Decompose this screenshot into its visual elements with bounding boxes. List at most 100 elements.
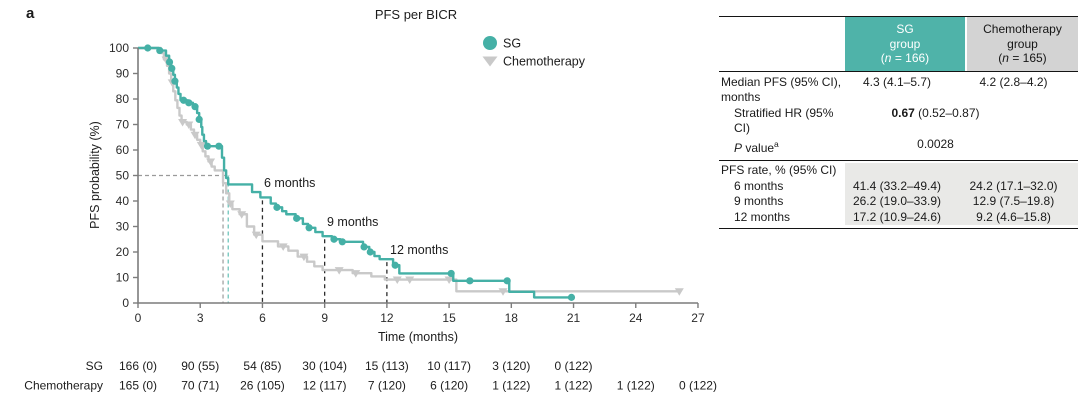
rate-6mo-sg-value: 41.4 (33.2–49.4) — [845, 178, 965, 194]
timepoint-label-9mo: 9 months — [327, 215, 378, 229]
stratified-hr-row: Stratified HR (95% CI) 0.67 (0.52–0.87) — [719, 106, 1078, 137]
y-tick-label: 90 — [116, 67, 130, 81]
chemo-censor-mark — [225, 200, 235, 209]
stratified-hr-value: 0.67 (0.52–0.87) — [891, 105, 980, 120]
sg-censor-mark — [305, 224, 313, 232]
at-risk-value: 90 (55) — [181, 359, 219, 373]
at-risk-value: 1 (122) — [492, 379, 530, 393]
sg-censor-mark — [503, 277, 511, 285]
y-tick-label: 40 — [116, 194, 130, 208]
pfs-rate-block: PFS rate, % (95% CI) 6 months 41.4 (33.2… — [719, 160, 1078, 228]
sg-censor-mark — [447, 269, 455, 278]
x-tick-label: 3 — [197, 311, 204, 325]
at-risk-value: 70 (71) — [181, 379, 219, 393]
timepoint-label-6mo: 6 months — [264, 176, 315, 190]
chemo-censor-mark — [178, 118, 188, 127]
chemo-censor-mark — [237, 211, 247, 219]
legend: SG Chemotherapy — [482, 36, 586, 69]
rate-9mo-label: 9 months — [734, 194, 784, 208]
sg-curve — [138, 46, 572, 299]
rate-12mo-chemo-value: 9.2 (4.6–15.8) — [965, 209, 1078, 225]
sg-censor-mark — [203, 142, 212, 150]
sg-censor-mark — [273, 203, 281, 211]
y-tick-label: 50 — [116, 169, 130, 183]
chemo-censor-mark — [206, 158, 216, 166]
chart-title: PFS per BICR — [375, 7, 457, 22]
x-tick-label: 24 — [629, 311, 643, 325]
chemo-censor-mark — [299, 253, 309, 262]
sg-censor-mark — [567, 293, 576, 301]
rate-6mo-label: 6 months — [734, 178, 784, 193]
at-risk-value: 165 (0) — [119, 379, 157, 393]
sg-header-line2: group — [889, 36, 921, 51]
panel-letter: a — [26, 5, 35, 22]
x-tick-label: 18 — [505, 311, 519, 325]
pfs-rate-label: PFS rate, % (95% CI) — [721, 163, 837, 177]
sg-censor-mark — [156, 46, 164, 55]
sg-censor-mark — [168, 64, 176, 72]
y-tick-label: 80 — [116, 92, 130, 106]
chemo-censor-mark — [351, 270, 361, 278]
sg-censor-mark — [144, 44, 152, 52]
chemo-censor-mark — [190, 131, 200, 140]
legend-sg-marker-icon — [483, 36, 497, 50]
x-tick-label: 21 — [567, 311, 581, 325]
at-risk-value: 0 (122) — [679, 379, 717, 393]
pfs-rate-9mo-row: 9 months 26.2 (19.0–33.9) 12.9 (7.5–19.8… — [719, 194, 1078, 210]
at-risk-value: 3 (120) — [492, 359, 530, 373]
at-risk-value: 54 (85) — [243, 359, 281, 373]
rate-9mo-chemo-value: 12.9 (7.5–19.8) — [965, 194, 1078, 210]
pfs-rate-header-row: PFS rate, % (95% CI) — [719, 163, 1078, 179]
chemo-censor-mark — [405, 276, 415, 285]
chemo-censor-mark — [184, 121, 194, 129]
sg-censor-mark — [330, 235, 338, 243]
x-tick-label: 0 — [135, 311, 142, 325]
rate-12mo-label: 12 months — [734, 209, 791, 224]
chemo-header-n: (n = 165) — [998, 51, 1047, 65]
x-tick-label: 27 — [691, 311, 705, 325]
chemo-censor-mark — [444, 276, 454, 285]
chemo-censor-mark — [196, 141, 206, 150]
legend-chemo-marker-icon — [482, 56, 498, 67]
x-tick-label: 6 — [259, 311, 266, 325]
sg-censor-mark — [466, 277, 474, 285]
x-tick-label: 15 — [442, 311, 456, 325]
chemo-censor-mark — [251, 231, 261, 240]
sg-censor-mark — [293, 214, 301, 222]
km-plot: 0 3 6 9 12 15 18 21 24 27 0 10 20 30 40 50 60 70 80 90 100 SG… — [24, 7, 717, 393]
sg-censor-mark — [165, 58, 174, 66]
y-tick-label: 0 — [122, 296, 129, 310]
x-axis-title: Time (months) — [378, 330, 458, 344]
at-risk-value: 10 (117) — [427, 359, 471, 373]
at-risk-value: 6 (120) — [430, 379, 468, 393]
sg-censor-mark — [191, 103, 199, 111]
chemo-censor-mark — [278, 243, 288, 251]
timepoint-label-12mo: 12 months — [390, 243, 448, 257]
summary-stats-table: SG group (n = 166) Chemotherapy group (n… — [719, 16, 1078, 229]
sg-censor-mark — [185, 99, 193, 107]
pfs-rate-empty-chemo — [965, 163, 1078, 179]
sg-censor-mark — [391, 261, 399, 269]
chemo-censor-mark — [498, 288, 508, 296]
at-risk-value: 166 (0) — [119, 359, 157, 373]
chemo-censor-mark — [392, 276, 402, 285]
rate-12mo-sg-value: 17.2 (10.9–24.6) — [845, 209, 965, 225]
km-curves-layer: 0 3 6 9 12 15 18 21 24 27 0 10 20 30 40 50 60 70 80 90 100 SG… — [24, 41, 717, 393]
y-tick-label: 30 — [116, 220, 130, 234]
median-pfs-label: Median PFS (95% CI), months — [721, 74, 842, 105]
y-axis-title: PFS probability (%) — [88, 121, 102, 229]
pfs-rate-6mo-row: 6 months 41.4 (33.2–49.4) 24.2 (17.1–32.… — [719, 178, 1078, 194]
rate-6mo-chemo-value: 24.2 (17.1–32.0) — [965, 178, 1078, 194]
at-risk-row-label: Chemotherapy — [24, 379, 103, 393]
sg-censor-mark — [195, 115, 203, 123]
at-risk-value: 15 (113) — [365, 359, 409, 373]
sg-censor-mark — [366, 248, 374, 256]
at-risk-value: 26 (105) — [240, 379, 285, 393]
at-risk-value: 1 (122) — [617, 379, 655, 393]
x-tick-label: 9 — [321, 311, 328, 325]
legend-sg-label: SG — [503, 37, 521, 51]
chemo-header-line2: group — [1007, 36, 1038, 51]
table-header-row: SG group (n = 166) Chemotherapy group (n… — [719, 17, 1078, 71]
stratified-hr-label: Stratified HR (95% CI) — [734, 105, 834, 136]
pfs-rate-empty-sg — [845, 163, 965, 179]
